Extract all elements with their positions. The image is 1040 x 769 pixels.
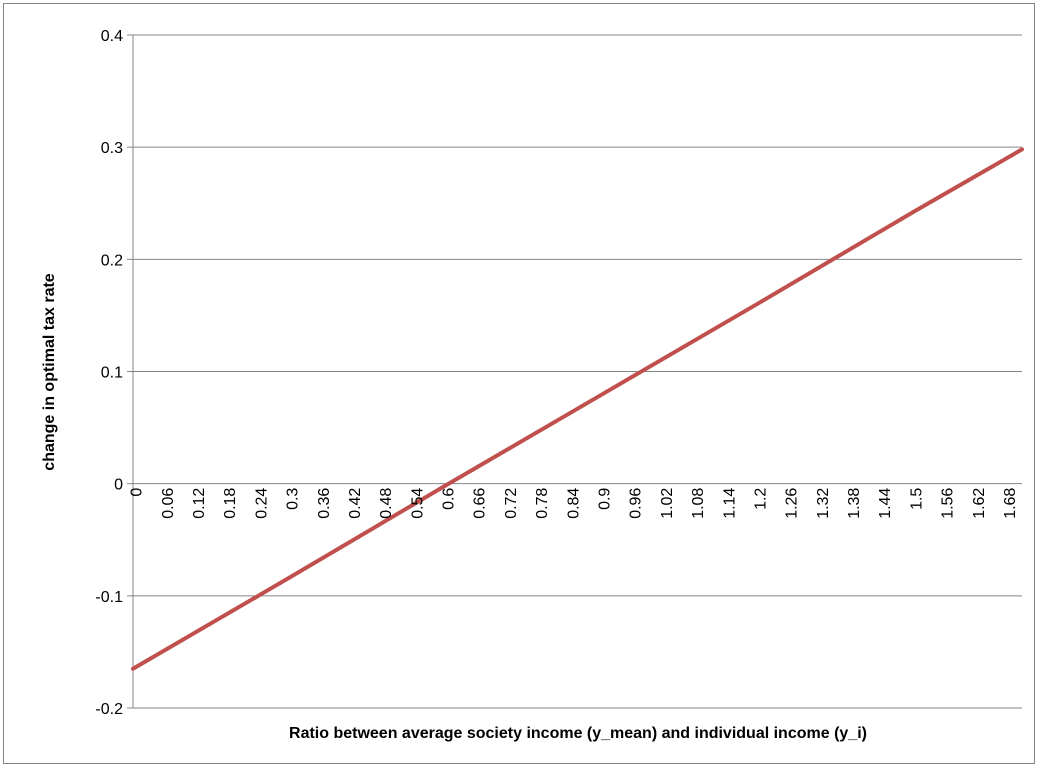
x-tick-label: 0.6 [441,488,458,510]
x-tick-label: 0.06 [160,488,177,519]
y-tick-label: 0.2 [101,252,123,269]
y-tick-label: -0.2 [95,701,123,718]
x-tick-label: 1.44 [877,488,894,519]
x-tick-label: 0.36 [316,488,333,519]
x-tick-label: 0.84 [565,488,582,519]
x-tick-label: 0 [129,488,146,497]
x-tick-label: 0.9 [596,488,613,510]
x-tick-label: 0.78 [534,488,551,519]
x-tick-label: 1.02 [659,488,676,519]
chart-frame [3,3,1035,764]
x-tick-label: 0.12 [191,488,208,519]
x-tick-label: 0.42 [347,488,364,519]
series-layer [131,147,1024,671]
x-tick-label: 1.08 [690,488,707,519]
y-tick-label: 0 [114,477,123,494]
x-axis-ticks: 0 0.06 0.12 0.18 0.24 0.3 0.36 0.42 0.48 0.54 0.6 0… [129,488,1019,519]
y-tick-label: -0.1 [95,589,123,606]
x-tick-label: 0.48 [378,488,395,519]
x-tick-label: 1.62 [971,488,988,519]
y-axis-ticks: 0.4 0.3 0.2 0.1 0 -0.1 -0.2 [95,28,123,718]
x-tick-label: 1.56 [940,488,957,519]
x-tick-label: 0.66 [472,488,489,519]
y-tick-label: 0.4 [101,28,123,45]
x-tick-label: 0.3 [285,488,302,510]
x-tick-label: 1.14 [721,488,738,519]
y-tick-label: 0.3 [101,140,123,157]
y-axis-title: change in optimal tax rate [41,273,58,470]
y-tick-label: 0.1 [101,365,123,382]
x-axis-title: Ratio between average society income (y_… [289,725,867,742]
x-tick-label: 0.96 [628,488,645,519]
axes [127,34,1022,709]
x-tick-label: 1.5 [908,488,925,510]
x-tick-label: 0.24 [253,488,270,519]
x-tick-label: 1.68 [1002,488,1019,519]
x-tick-label: 0.18 [222,488,239,519]
x-tick-label: 1.38 [846,488,863,519]
x-tick-label: 1.32 [815,488,832,519]
x-tick-label: 1.26 [784,488,801,519]
x-tick-label: 1.2 [752,488,769,510]
x-tick-label: 0.72 [503,488,520,519]
x-tick-label: 0.54 [409,488,426,519]
gridlines [133,34,1022,709]
series-line [131,147,1024,671]
